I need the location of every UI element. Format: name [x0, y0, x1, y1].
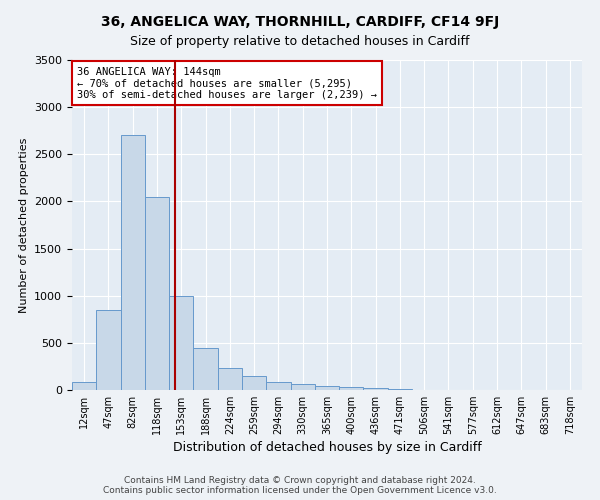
Bar: [266, 382, 290, 390]
Bar: [96, 310, 121, 390]
Text: Size of property relative to detached houses in Cardiff: Size of property relative to detached ho…: [130, 35, 470, 48]
Bar: [242, 376, 266, 390]
Y-axis label: Number of detached properties: Number of detached properties: [19, 138, 29, 312]
Bar: [193, 348, 218, 390]
X-axis label: Distribution of detached houses by size in Cardiff: Distribution of detached houses by size …: [173, 442, 481, 454]
Bar: [364, 388, 388, 390]
Bar: [145, 196, 169, 390]
Bar: [290, 384, 315, 390]
Bar: [72, 382, 96, 390]
Text: 36 ANGELICA WAY: 144sqm
← 70% of detached houses are smaller (5,295)
30% of semi: 36 ANGELICA WAY: 144sqm ← 70% of detache…: [77, 66, 377, 100]
Bar: [339, 387, 364, 390]
Bar: [388, 389, 412, 390]
Bar: [169, 296, 193, 390]
Bar: [121, 136, 145, 390]
Bar: [315, 386, 339, 390]
Bar: [218, 368, 242, 390]
Text: 36, ANGELICA WAY, THORNHILL, CARDIFF, CF14 9FJ: 36, ANGELICA WAY, THORNHILL, CARDIFF, CF…: [101, 15, 499, 29]
Text: Contains HM Land Registry data © Crown copyright and database right 2024.
Contai: Contains HM Land Registry data © Crown c…: [103, 476, 497, 495]
